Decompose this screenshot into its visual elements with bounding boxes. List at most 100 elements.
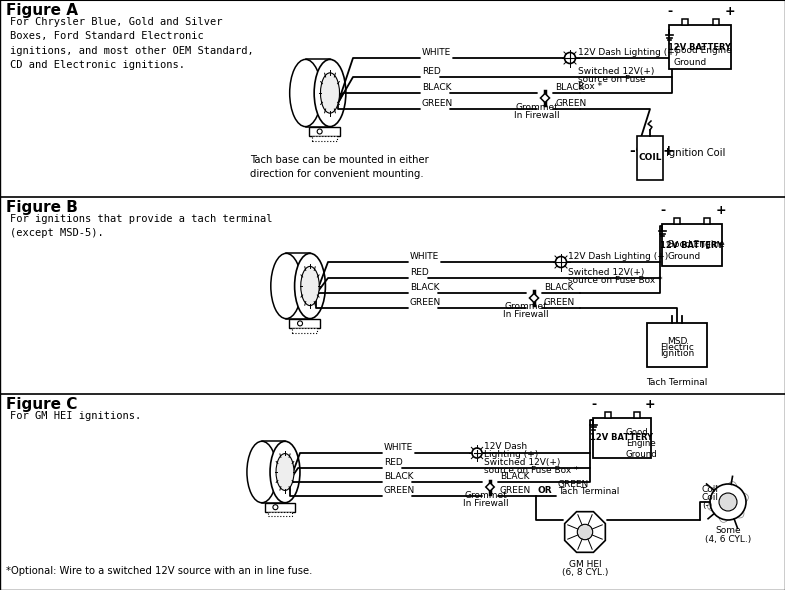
Text: Figure C: Figure C — [6, 397, 78, 412]
Text: (6, 8 CYL.): (6, 8 CYL.) — [562, 568, 608, 577]
Bar — [312, 136, 338, 141]
Bar — [704, 218, 710, 224]
Text: -: - — [667, 5, 673, 18]
Text: WHITE: WHITE — [422, 48, 451, 57]
Text: -: - — [629, 145, 635, 158]
Text: Switched 12V(+): Switched 12V(+) — [568, 268, 644, 277]
Bar — [662, 224, 722, 266]
Ellipse shape — [276, 454, 294, 490]
Bar — [287, 253, 334, 319]
Text: For Chrysler Blue, Gold and Silver
Boxes, Ford Standard Electronic
ignitions, an: For Chrysler Blue, Gold and Silver Boxes… — [10, 17, 254, 70]
Bar — [669, 25, 731, 69]
Text: Coil: Coil — [702, 493, 719, 502]
Text: Switched 12V(+): Switched 12V(+) — [578, 67, 655, 76]
Text: +: + — [725, 5, 736, 18]
Text: WHITE: WHITE — [384, 443, 413, 452]
Circle shape — [472, 448, 482, 458]
Text: source on Fuse: source on Fuse — [578, 75, 645, 84]
Ellipse shape — [270, 441, 300, 503]
Text: (-): (-) — [702, 501, 712, 510]
Circle shape — [719, 493, 737, 511]
Text: For GM HEI ignitions.: For GM HEI ignitions. — [10, 411, 141, 421]
Text: +: + — [663, 145, 674, 158]
Text: 12V BATTERY: 12V BATTERY — [669, 42, 732, 51]
Text: COIL: COIL — [638, 153, 662, 162]
Text: Grommet: Grommet — [465, 491, 507, 500]
Text: Tach base can be mounted in either
direction for convenient mounting.: Tach base can be mounted in either direc… — [250, 155, 429, 179]
Text: Some: Some — [715, 526, 741, 535]
Bar — [262, 441, 309, 503]
Text: Tach Terminal: Tach Terminal — [646, 378, 708, 387]
Text: GREEN: GREEN — [555, 99, 586, 108]
Bar — [265, 503, 295, 512]
Ellipse shape — [247, 441, 277, 503]
Text: GREEN: GREEN — [558, 480, 590, 489]
Bar — [713, 19, 718, 25]
Text: BLACK: BLACK — [500, 472, 530, 481]
Text: 12V Dash Lighting (+): 12V Dash Lighting (+) — [578, 48, 678, 57]
Text: *Optional: Wire to a switched 12V source with an in line fuse.: *Optional: Wire to a switched 12V source… — [6, 566, 312, 576]
Text: Ignition Coil: Ignition Coil — [666, 148, 725, 158]
Text: GM HEI: GM HEI — [568, 560, 601, 569]
Circle shape — [317, 129, 322, 134]
Text: Coil: Coil — [702, 485, 719, 494]
Ellipse shape — [320, 73, 339, 113]
Ellipse shape — [271, 253, 301, 319]
Bar — [593, 418, 651, 458]
Text: BLACK: BLACK — [384, 472, 414, 481]
Text: For ignitions that provide a tach terminal
(except MSD-5).: For ignitions that provide a tach termin… — [10, 214, 272, 238]
Text: (4, 6 CYL.): (4, 6 CYL.) — [705, 535, 751, 544]
Circle shape — [298, 321, 302, 326]
Text: 12V Dash: 12V Dash — [484, 442, 527, 451]
Circle shape — [556, 257, 567, 267]
Text: GREEN: GREEN — [500, 486, 531, 495]
Bar — [292, 328, 317, 333]
Text: GREEN: GREEN — [544, 298, 575, 307]
Text: GREEN: GREEN — [384, 486, 415, 495]
Text: 12V BATTERY: 12V BATTERY — [590, 434, 653, 442]
Ellipse shape — [290, 60, 321, 127]
Text: GREEN: GREEN — [422, 99, 453, 108]
Polygon shape — [486, 483, 495, 491]
Text: 12V BATTERY: 12V BATTERY — [660, 241, 724, 250]
Text: Electric: Electric — [660, 343, 694, 352]
Bar — [681, 19, 688, 25]
Text: Switched 12V(+): Switched 12V(+) — [484, 458, 560, 467]
Polygon shape — [564, 512, 605, 552]
Bar — [637, 136, 663, 180]
Text: Figure B: Figure B — [6, 200, 78, 215]
Text: -: - — [591, 398, 597, 411]
Text: RED: RED — [384, 458, 403, 467]
Text: Lighting (+): Lighting (+) — [484, 450, 539, 459]
Text: BLACK: BLACK — [422, 83, 451, 92]
Text: RED: RED — [422, 67, 440, 76]
Polygon shape — [529, 293, 539, 303]
Text: Grommet: Grommet — [516, 103, 558, 112]
Text: BLACK: BLACK — [555, 83, 585, 92]
Circle shape — [577, 525, 593, 540]
Text: In Firewall: In Firewall — [514, 111, 560, 120]
Bar — [289, 319, 320, 328]
Text: source on Fuse Box *: source on Fuse Box * — [568, 276, 663, 285]
Circle shape — [564, 53, 575, 64]
Text: In Firewall: In Firewall — [503, 310, 549, 319]
Text: 12V Dash Lighting (+): 12V Dash Lighting (+) — [568, 252, 668, 261]
Text: Good Engine
Ground: Good Engine Ground — [674, 46, 732, 67]
Circle shape — [273, 504, 278, 510]
Text: BLACK: BLACK — [544, 283, 574, 292]
Text: WHITE: WHITE — [410, 252, 440, 261]
Polygon shape — [540, 93, 549, 103]
Text: -: - — [660, 204, 666, 217]
Text: Grommet: Grommet — [505, 302, 547, 311]
Text: Figure A: Figure A — [6, 3, 78, 18]
Text: Good
Engine
Ground: Good Engine Ground — [626, 428, 658, 459]
Bar — [647, 323, 707, 367]
Bar — [309, 127, 341, 136]
Text: Ignition: Ignition — [660, 349, 694, 358]
Text: MSD: MSD — [666, 336, 687, 346]
Ellipse shape — [301, 267, 319, 306]
Text: RED: RED — [410, 268, 429, 277]
Text: +: + — [716, 204, 726, 217]
Bar — [604, 412, 611, 418]
Text: In Firewall: In Firewall — [463, 499, 509, 508]
